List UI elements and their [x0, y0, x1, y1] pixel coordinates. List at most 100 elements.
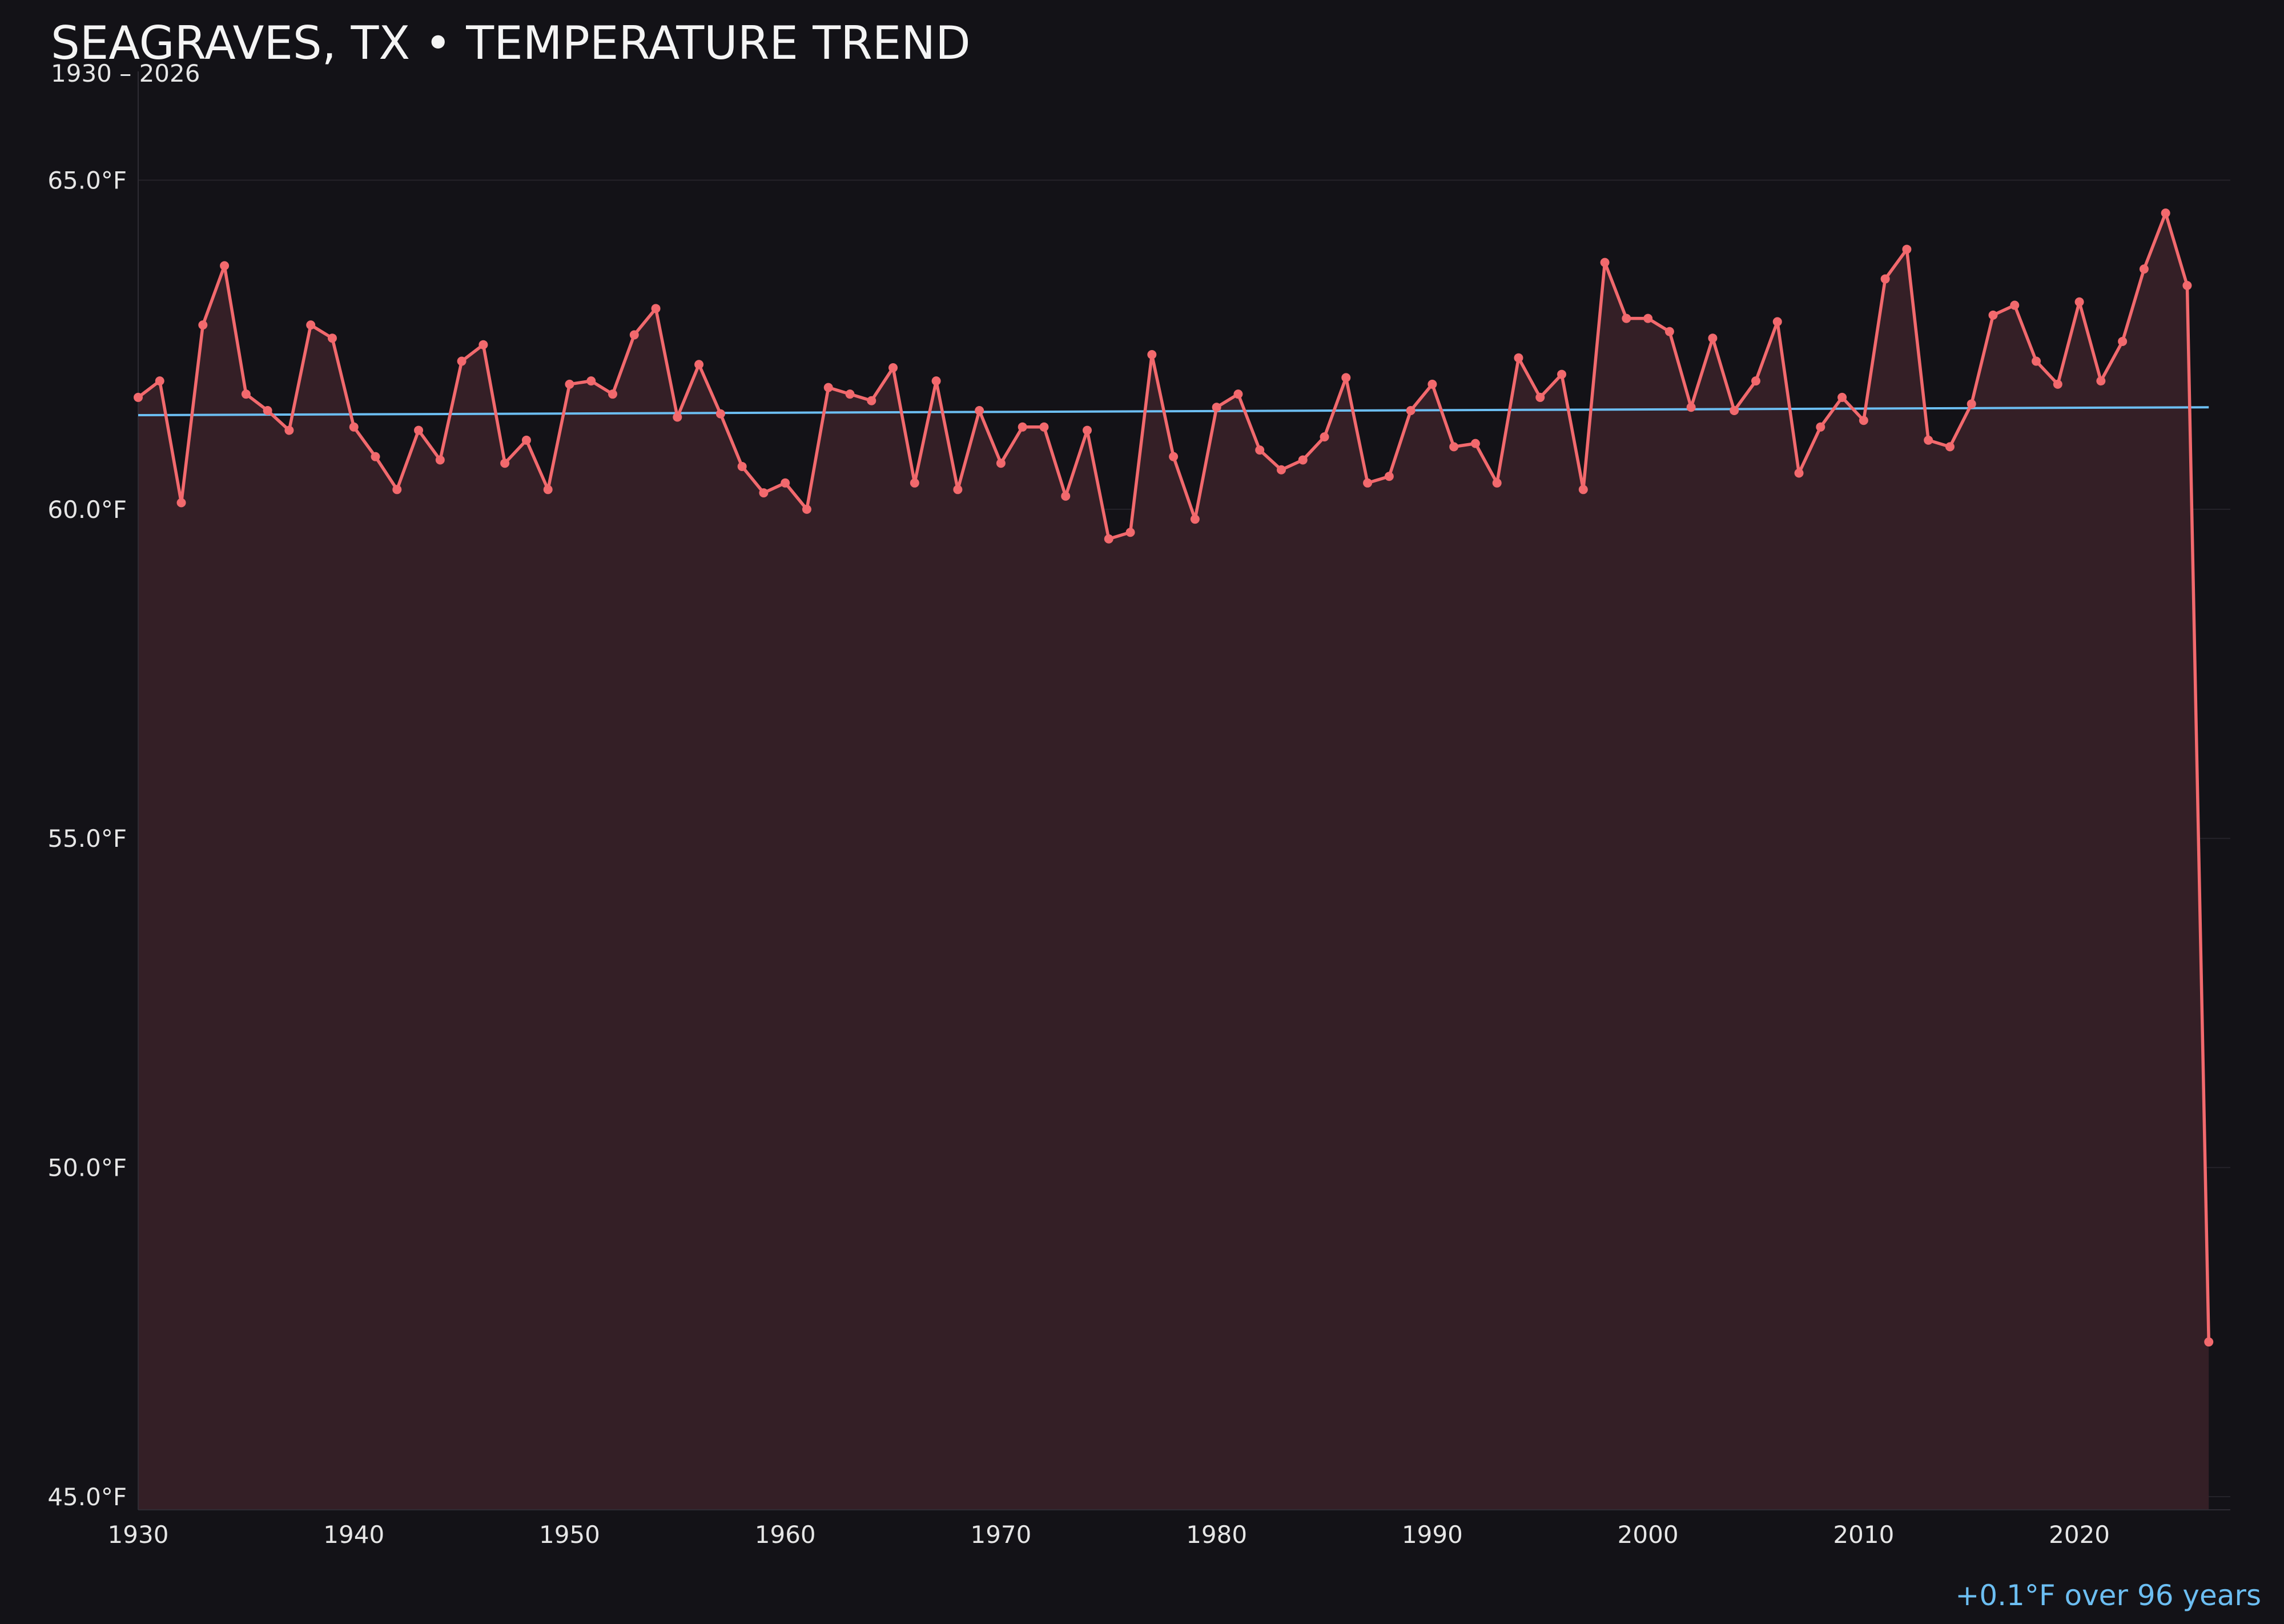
data-point-1988 [1384, 472, 1394, 481]
y-tick-4: 65.0°F [47, 167, 127, 195]
data-point-1996 [1557, 369, 1567, 379]
data-point-1947 [500, 459, 510, 468]
data-point-1997 [1578, 485, 1588, 495]
x-tick-labels: 1930 1940 1950 1960 1970 1980 1990 2000 2010 2020 [108, 1521, 2110, 1549]
data-point-1958 [737, 461, 747, 471]
data-point-1971 [1018, 422, 1027, 432]
data-point-1943 [414, 425, 424, 435]
x-tick-2010: 2010 [1833, 1521, 1894, 1549]
data-point-1939 [327, 333, 337, 343]
data-point-1980 [1212, 403, 1221, 412]
data-point-1992 [1470, 439, 1480, 448]
data-point-1985 [1320, 432, 1329, 442]
data-point-1934 [220, 261, 230, 271]
data-point-2026 [2204, 1337, 2214, 1347]
data-point-1970 [996, 459, 1006, 468]
data-point-1933 [198, 320, 208, 330]
y-tick-labels: 45.0°F 50.0°F 55.0°F 60.0°F 65.0°F [47, 167, 127, 1511]
data-point-1994 [1514, 353, 1523, 363]
data-point-1978 [1169, 452, 1179, 461]
data-point-1969 [975, 405, 984, 415]
data-point-1942 [392, 485, 402, 495]
data-point-1987 [1363, 478, 1373, 488]
data-point-1989 [1406, 405, 1416, 415]
data-point-2015 [1967, 399, 1976, 409]
data-point-1973 [1061, 491, 1071, 501]
x-tick-1930: 1930 [108, 1521, 169, 1549]
data-point-1930 [134, 392, 143, 402]
data-point-2018 [2032, 356, 2041, 366]
data-point-2013 [1924, 435, 1933, 445]
data-point-2003 [1708, 333, 1718, 343]
data-point-2019 [2053, 379, 2062, 389]
data-point-1956 [694, 360, 704, 369]
data-point-2011 [1880, 274, 1890, 284]
data-point-2009 [1837, 392, 1847, 402]
data-point-1938 [306, 320, 316, 330]
x-tick-1940: 1940 [323, 1521, 384, 1549]
data-point-1962 [823, 383, 833, 392]
data-point-2008 [1816, 422, 1825, 432]
data-point-1945 [457, 356, 467, 366]
data-point-1968 [953, 485, 963, 495]
data-point-2025 [2182, 280, 2192, 290]
data-point-2012 [1902, 244, 1912, 254]
data-points [134, 208, 2214, 1347]
data-point-2024 [2161, 208, 2170, 218]
data-point-1986 [1341, 373, 1351, 383]
data-point-2017 [2010, 300, 2020, 310]
data-point-1936 [263, 405, 272, 415]
data-point-1963 [845, 389, 855, 399]
data-point-2004 [1730, 405, 1739, 415]
data-point-1949 [543, 485, 553, 495]
data-point-1951 [586, 376, 596, 386]
data-point-1974 [1083, 425, 1092, 435]
data-point-1983 [1276, 465, 1286, 475]
data-point-1946 [478, 340, 488, 349]
data-point-1931 [155, 376, 164, 386]
data-point-1981 [1233, 389, 1243, 399]
chart-title: SEAGRAVES, TX • TEMPERATURE TREND [51, 17, 971, 70]
data-point-1998 [1600, 258, 1610, 267]
data-point-1954 [651, 304, 661, 313]
data-point-2005 [1751, 376, 1760, 386]
data-point-1937 [284, 425, 294, 435]
data-point-2020 [2074, 297, 2084, 307]
area-fill [138, 213, 2209, 1510]
data-point-1944 [435, 455, 445, 465]
y-tick-0: 45.0°F [47, 1483, 127, 1511]
data-point-2022 [2118, 336, 2128, 346]
data-point-1955 [673, 412, 682, 422]
data-point-1950 [565, 379, 574, 389]
data-point-2016 [1988, 310, 1998, 320]
x-tick-1950: 1950 [539, 1521, 600, 1549]
data-point-1984 [1298, 455, 1308, 465]
y-tick-2: 55.0°F [47, 825, 127, 853]
trend-annotation: +0.1°F over 96 years [1955, 1579, 2261, 1612]
data-point-1965 [888, 363, 898, 373]
data-point-2000 [1643, 313, 1653, 323]
data-point-1977 [1147, 350, 1157, 360]
data-point-1940 [349, 422, 359, 432]
data-point-1952 [608, 389, 618, 399]
data-point-1967 [931, 376, 941, 386]
axes [138, 71, 2230, 1510]
trend-line [138, 406, 2209, 417]
chart-subtitle: 1930 – 2026 [51, 59, 200, 87]
data-point-2014 [1945, 442, 1955, 452]
data-point-1982 [1255, 445, 1265, 455]
data-point-2001 [1664, 327, 1674, 336]
data-point-1972 [1039, 422, 1049, 432]
x-tick-2000: 2000 [1618, 1521, 1679, 1549]
x-tick-1960: 1960 [755, 1521, 816, 1549]
data-point-2006 [1772, 317, 1782, 327]
data-point-1948 [521, 435, 531, 445]
data-point-1976 [1125, 528, 1135, 537]
y-tick-1: 50.0°F [47, 1154, 127, 1182]
data-point-1966 [910, 478, 919, 488]
x-tick-1990: 1990 [1402, 1521, 1463, 1549]
data-point-1999 [1622, 313, 1631, 323]
data-point-2010 [1859, 416, 1868, 425]
data-point-2007 [1794, 468, 1804, 478]
y-tick-3: 60.0°F [47, 496, 127, 524]
